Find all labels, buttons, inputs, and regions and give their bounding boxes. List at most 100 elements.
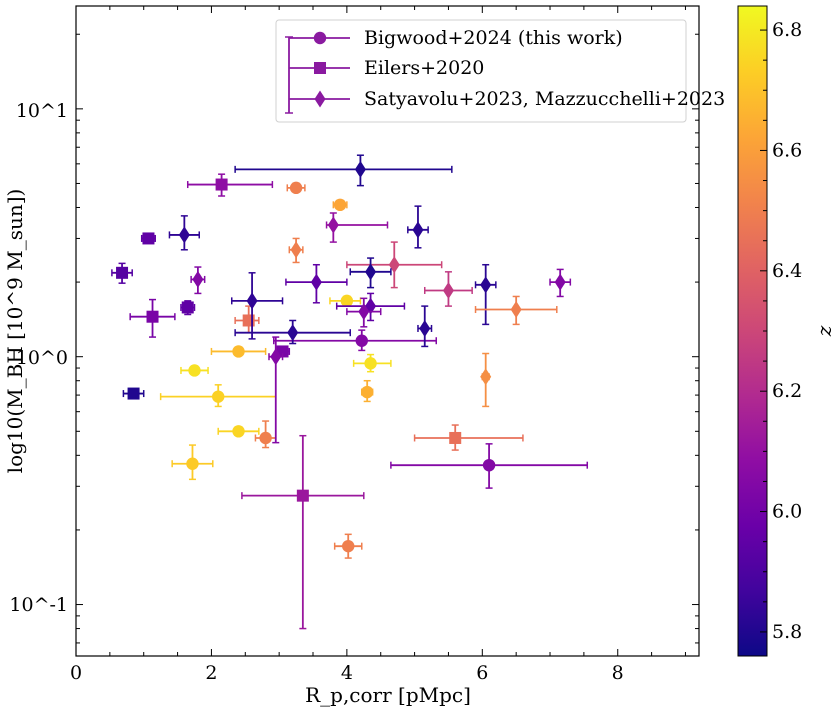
legend-marker-diamond bbox=[289, 90, 350, 108]
circle-marker bbox=[232, 345, 245, 358]
diamond-data-point bbox=[480, 352, 492, 408]
colorbar-tick-label: 6.8 bbox=[772, 19, 802, 41]
circle-data-point bbox=[180, 364, 209, 377]
legend-error-bar-sample bbox=[285, 36, 293, 114]
circle-data-point bbox=[333, 533, 363, 559]
diamond-marker bbox=[442, 281, 454, 299]
circle-data-point bbox=[272, 329, 438, 352]
diamond-marker bbox=[419, 319, 431, 337]
square-data-point bbox=[234, 305, 260, 334]
colorbar-ticks: 5.8 6.0 6.2 6.4 6.6 6.8 bbox=[760, 19, 802, 643]
diamond-marker bbox=[510, 301, 522, 319]
x-tick-labels: 0 2 4 6 8 bbox=[70, 662, 624, 684]
diamond-marker bbox=[412, 221, 424, 239]
diamond-marker bbox=[554, 273, 566, 291]
legend-label-bigwood: Bigwood+2024 (this work) bbox=[364, 27, 623, 49]
circle-data-point bbox=[217, 425, 260, 438]
y-tick-label: 10^1 bbox=[16, 100, 68, 122]
square-data-point bbox=[180, 300, 196, 316]
square-data-point bbox=[186, 173, 274, 197]
circle-data-point bbox=[332, 198, 348, 212]
diamond-data-point bbox=[549, 268, 572, 298]
diamond-data-point bbox=[407, 205, 429, 249]
plot-frame bbox=[75, 5, 700, 657]
circle-data-point bbox=[390, 443, 589, 489]
data-points bbox=[111, 33, 589, 630]
diamond-data-point bbox=[346, 297, 382, 328]
square-marker bbox=[146, 310, 159, 323]
legend: Bigwood+2024 (this work) Eilers+2020 Sat… bbox=[275, 19, 725, 123]
diamond-data-point bbox=[168, 215, 200, 251]
square-data-point bbox=[241, 434, 365, 630]
colorbar-tick-label: 6.2 bbox=[772, 380, 802, 402]
circle-marker bbox=[360, 385, 374, 399]
diamond-data-point bbox=[474, 295, 558, 326]
square-marker bbox=[181, 301, 194, 314]
diamond-marker bbox=[354, 160, 366, 178]
colorbar-tick-label: 6.4 bbox=[772, 260, 802, 282]
legend-diamond-marker bbox=[314, 90, 326, 108]
circle-marker bbox=[364, 357, 377, 370]
x-tick-label: 0 bbox=[70, 662, 82, 684]
diamond-data-point bbox=[346, 241, 443, 289]
diamond-marker bbox=[246, 292, 258, 310]
circle-marker bbox=[340, 294, 354, 308]
x-tick-label: 4 bbox=[341, 662, 353, 684]
diamond-marker bbox=[310, 273, 322, 291]
diamond-marker bbox=[290, 241, 302, 259]
circle-data-point bbox=[171, 444, 214, 481]
circle-marker bbox=[355, 334, 368, 347]
square-marker bbox=[142, 232, 155, 245]
circle-marker bbox=[289, 181, 303, 195]
diamond-marker bbox=[358, 303, 370, 321]
square-data-point bbox=[129, 298, 176, 338]
colorbar-tick-label: 5.8 bbox=[772, 621, 802, 643]
square-marker bbox=[116, 266, 129, 279]
colorbar-tick-label: 6.0 bbox=[772, 501, 802, 523]
square-marker bbox=[127, 387, 140, 400]
diamond-data-point bbox=[423, 271, 473, 307]
y-tick-label: 10^-1 bbox=[9, 594, 68, 616]
diamond-data-point bbox=[288, 237, 304, 264]
legend-marker-square bbox=[289, 62, 350, 74]
circle-marker bbox=[259, 431, 272, 445]
legend-label-satyavolu: Satyavolu+2023, Mazzucchelli+2023 bbox=[364, 88, 725, 110]
circle-data-point bbox=[352, 353, 392, 373]
diamond-marker bbox=[287, 324, 299, 342]
diamond-marker bbox=[270, 348, 282, 366]
square-marker bbox=[296, 489, 309, 502]
circle-data-point bbox=[360, 379, 374, 403]
square-data-point bbox=[413, 424, 524, 451]
square-data-point bbox=[140, 232, 156, 245]
diamond-data-point bbox=[474, 263, 497, 326]
x-axis-label: R_p,corr [pMpc] bbox=[305, 683, 471, 707]
diamond-marker bbox=[178, 226, 190, 244]
circle-data-point bbox=[210, 345, 267, 358]
diamond-data-point bbox=[234, 319, 352, 345]
axis-ticks bbox=[75, 6, 699, 656]
circle-data-point bbox=[159, 384, 277, 408]
diamond-marker bbox=[365, 263, 377, 281]
square-marker bbox=[449, 431, 462, 444]
square-data-point bbox=[111, 262, 133, 284]
diamond-marker bbox=[327, 216, 339, 234]
diamond-data-point bbox=[231, 272, 284, 340]
colorbar-gradient bbox=[737, 5, 768, 657]
circle-marker bbox=[333, 198, 347, 212]
circle-data-point bbox=[286, 181, 306, 195]
x-tick-label: 8 bbox=[612, 662, 624, 684]
diamond-data-point bbox=[268, 336, 284, 444]
x-tick-label: 6 bbox=[476, 662, 488, 684]
legend-marker-circle bbox=[289, 31, 350, 45]
legend-box bbox=[275, 19, 687, 123]
circle-marker bbox=[188, 364, 201, 377]
y-axis-label: log10(M_BH [10^9 M_sun]) bbox=[3, 189, 27, 474]
diamond-data-point bbox=[234, 154, 453, 187]
circle-marker bbox=[232, 425, 245, 438]
circle-data-point bbox=[329, 294, 362, 308]
colorbar-tick-label: 6.6 bbox=[772, 139, 802, 161]
colorbar-label: z bbox=[816, 325, 831, 337]
legend-square-marker bbox=[314, 62, 326, 74]
circle-marker bbox=[186, 457, 199, 470]
